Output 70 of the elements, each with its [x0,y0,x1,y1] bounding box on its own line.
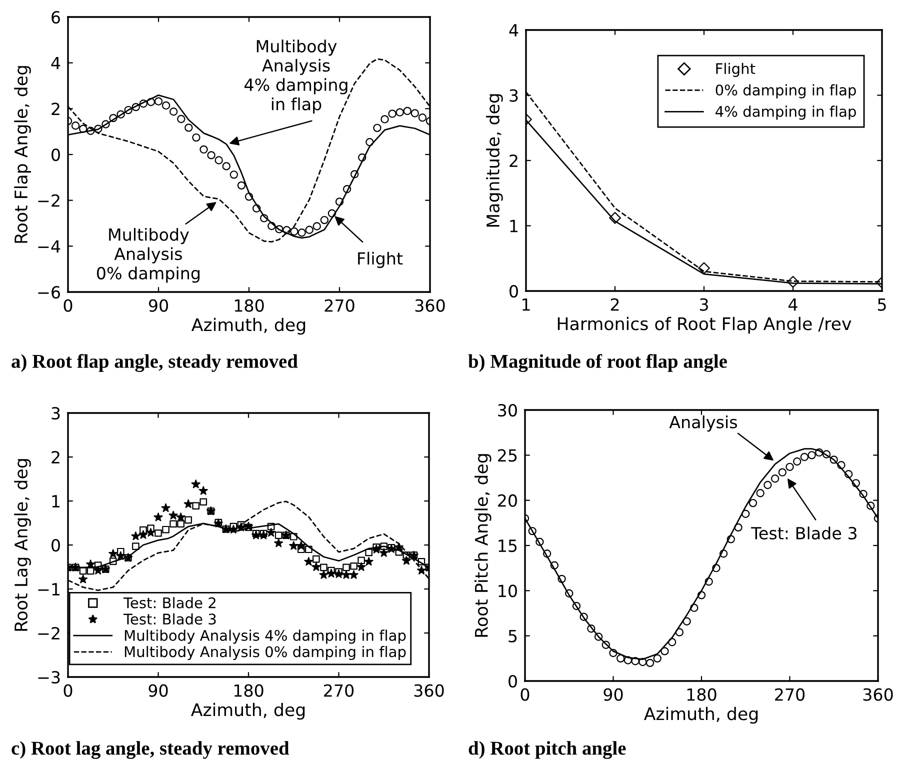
annotation: Multibody Analysis 0% damping [96,228,200,283]
y-tick-label: 4 [509,24,518,36]
x-tick-label: 0 [520,688,530,701]
y-axis-title: Root Lag Angle, deg [14,459,31,631]
y-tick-label: 6 [52,10,60,24]
x-tick-label: 4 [788,298,798,311]
x-axis-title: Azimuth, deg [190,702,305,720]
y-tick-label: −2 [38,194,60,207]
y-tick-label: 1 [510,220,518,232]
x-tick-label: 90 [604,688,623,701]
legend-label: Multibody Analysis 0% damping in flap [124,646,406,660]
y-tick-label: −4 [38,240,60,252]
x-tick-label: 360 [414,684,444,697]
x-tick-label: 180 [234,299,264,312]
y-axis-title: Root Flap Angle, deg [14,66,31,243]
annotation: Flight [358,252,403,268]
annotation: Test: Blade 3 [751,526,856,540]
y-tick-label: −2 [38,626,60,640]
y-tick-label: 0 [508,674,517,688]
y-tick-label: 3 [510,89,518,102]
y-axis-title: Magnitude, deg [486,94,503,227]
y-tick-label: 20 [498,494,517,507]
legend-label: 0% damping in flap [716,84,856,98]
legend-label: Flight [716,62,756,77]
y-tick-label: 25 [498,449,517,462]
x-tick-label: 270 [324,299,354,312]
x-tick-label: 360 [415,299,445,312]
annotation: Analysis [669,415,737,432]
y-tick-label: −1 [38,583,60,596]
annotation: Multibody Analysis 4% damping in flap [244,40,348,114]
y-tick-label: 2 [52,102,60,115]
y-tick-label: 2 [510,154,518,167]
y-tick-label: 0 [52,148,60,162]
text: a) Root flap angle, steady removed [12,354,298,372]
x-tick-label: 2 [610,298,619,311]
x-tick-label: 270 [324,684,354,697]
y-tick-label: −6 [38,286,60,299]
x-tick-label: 0 [64,684,72,697]
y-tick-label: −3 [38,670,60,684]
legend-label: Test: Blade 2 [123,597,216,608]
x-tick-label: 3 [700,298,708,311]
legend-label: Multibody Analysis 4% damping in flap [124,630,406,644]
x-axis-title: Azimuth, deg [191,318,306,335]
y-tick-label: 3 [52,406,60,420]
text: d) Root pitch angle [468,741,626,759]
x-tick-label: 90 [148,299,168,312]
x-tick-label: 1 [522,298,530,311]
x-tick-label: 180 [234,684,264,697]
x-tick-label: 180 [687,688,716,701]
y-tick-label: 0 [52,538,60,552]
legend-label: 4% damping in flap [716,106,856,120]
text: b) Magnitude of root flap angle [468,354,727,372]
y-axis-title: Root Pitch Angle, deg [474,454,492,637]
y-tick-label: 10 [498,584,517,598]
legend-label: Test: Blade 3 [123,613,216,625]
x-axis-title: Azimuth, deg [644,706,758,724]
x-axis-title: Harmonics of Root Flap Angle /rev [558,316,852,334]
y-tick-label: 15 [498,540,517,552]
y-tick-label: 1 [52,495,60,508]
x-tick-label: 5 [878,298,886,311]
y-tick-label: 5 [508,630,517,642]
y-tick-label: 0 [510,284,518,298]
x-tick-label: 360 [863,688,893,701]
y-tick-label: 30 [498,404,517,417]
x-tick-label: 0 [64,299,72,312]
y-tick-label: 4 [51,57,60,70]
x-tick-label: 270 [775,688,805,701]
y-tick-label: 2 [52,450,60,464]
x-tick-label: 90 [148,684,168,697]
text: c) Root lag angle, steady removed [12,741,290,759]
